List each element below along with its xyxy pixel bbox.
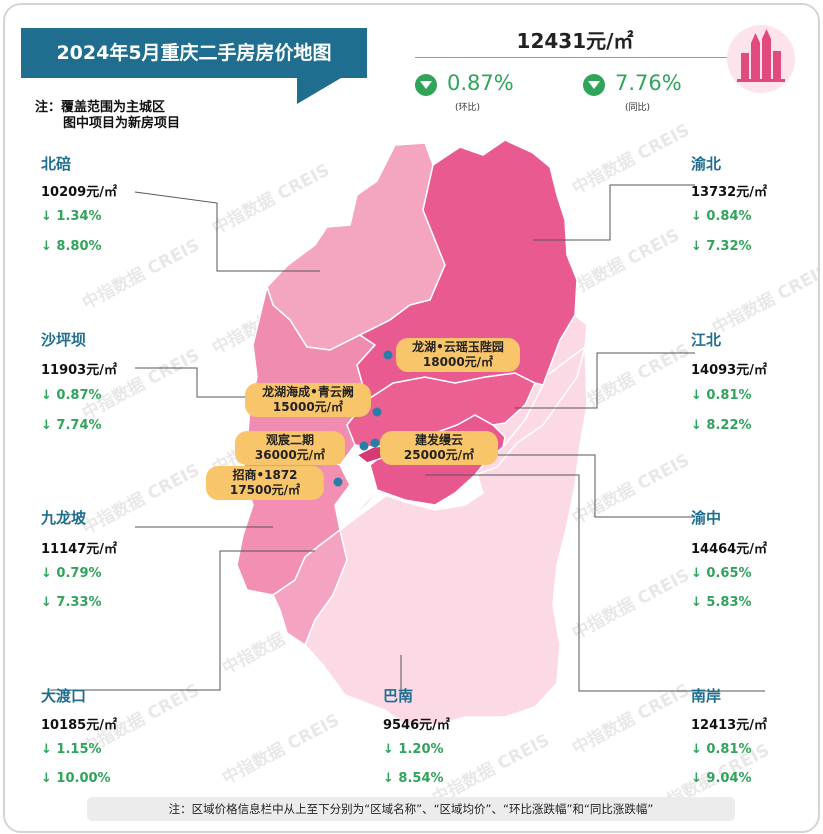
project-label: 龙湖海成•青云阙 15000元/㎡ <box>245 383 371 417</box>
project-name: 观宸二期 <box>265 433 314 447</box>
district-name-shapingba: 沙坪坝 <box>41 331 87 349</box>
district-price-yuzhong: 14464元/㎡ <box>691 542 767 557</box>
district-mom-jiulongpo: ↓ 0.79% <box>41 566 102 581</box>
district-mom-dadukou: ↓ 1.15% <box>41 742 102 757</box>
project-marker <box>333 477 343 487</box>
district-name-beibei: 北碚 <box>41 155 72 173</box>
project-name: 龙湖海成•青云阙 <box>262 385 354 399</box>
district-yoy-yuzhong: ↓ 5.83% <box>691 595 752 610</box>
district-mom-yuzhong: ↓ 0.65% <box>691 566 752 581</box>
district-yoy-banan: ↓ 8.54% <box>383 771 444 786</box>
district-mom-jiangbei: ↓ 0.81% <box>691 388 752 403</box>
leader-line-jiangbei <box>515 352 695 409</box>
footnote: 注：区域价格信息栏中从上至下分别为“区域名称”、“区域均价”、“环比涨跌幅”和“… <box>87 797 735 821</box>
coverage-note: 注：覆盖范围为主城区 <box>35 100 166 115</box>
project-marker <box>359 441 369 451</box>
district-price-banan: 9546元/㎡ <box>383 718 450 733</box>
project-price: 25000元/㎡ <box>403 448 475 462</box>
district-price-dadukou: 10185元/㎡ <box>41 718 117 733</box>
district-mom-beibei: ↓ 1.34% <box>41 209 102 224</box>
leader-line-nanan <box>425 474 765 692</box>
district-yoy-beibei: ↓ 8.80% <box>41 239 102 254</box>
project-note: 图中项目为新房项目 <box>63 116 181 131</box>
district-name-dadukou: 大渡口 <box>41 687 87 705</box>
district-name-yubei: 渝北 <box>691 155 722 173</box>
district-yoy-yubei: ↓ 7.32% <box>691 239 752 254</box>
project-label: 观宸二期 36000元/㎡ <box>235 431 345 465</box>
project-marker <box>383 350 393 360</box>
title-tail <box>297 78 341 104</box>
project-marker <box>370 438 380 448</box>
district-mom-nanan: ↓ 0.81% <box>691 742 752 757</box>
project-label: 招商•1872 17500元/㎡ <box>206 466 324 500</box>
district-name-banan: 巴南 <box>383 687 414 705</box>
district-area-banan <box>304 313 588 726</box>
district-yoy-shapingba: ↓ 7.74% <box>41 418 102 433</box>
project-label: 龙湖•云瑶玉陛园 18000元/㎡ <box>396 338 520 372</box>
district-name-jiulongpo: 九龙坡 <box>41 509 87 527</box>
chongqing-skyline-logo-icon <box>727 25 795 93</box>
district-price-nanan: 12413元/㎡ <box>691 718 767 733</box>
project-label: 建发缦云 25000元/㎡ <box>380 431 498 465</box>
district-price-beibei: 10209元/㎡ <box>41 185 117 200</box>
district-name-jiangbei: 江北 <box>691 331 722 349</box>
district-price-yubei: 13732元/㎡ <box>691 185 767 200</box>
project-name: 建发缦云 <box>414 433 463 447</box>
overall-divider <box>415 57 735 58</box>
project-price: 18000元/㎡ <box>422 355 494 369</box>
district-yoy-dadukou: ↓ 10.00% <box>41 771 111 786</box>
map-title: 2024年5月重庆二手房房价地图 <box>21 28 367 78</box>
project-name: 龙湖•云瑶玉陛园 <box>412 340 504 354</box>
overall-price: 12431元/㎡ <box>516 29 634 53</box>
overall-yoy: 7.76% <box>615 71 682 95</box>
district-yoy-jiulongpo: ↓ 7.33% <box>41 595 102 610</box>
district-mom-yubei: ↓ 0.84% <box>691 209 752 224</box>
district-price-jiulongpo: 11147元/㎡ <box>41 542 117 557</box>
district-name-yuzhong: 渝中 <box>691 509 722 527</box>
project-price: 36000元/㎡ <box>254 448 326 462</box>
district-price-shapingba: 11903元/㎡ <box>41 363 117 378</box>
district-name-nanan: 南岸 <box>691 687 722 705</box>
leader-line-yuzhong <box>413 454 695 518</box>
district-mom-banan: ↓ 1.20% <box>383 742 444 757</box>
project-name: 招商•1872 <box>232 468 298 482</box>
project-price: 15000元/㎡ <box>272 400 344 414</box>
overall-mom: 0.87% <box>447 71 514 95</box>
leader-line-yubei <box>533 184 695 241</box>
leader-line-beibei <box>134 191 320 272</box>
overall-mom-label: (环比) <box>455 103 481 113</box>
district-area-yubei <box>356 139 578 402</box>
down-arrow-icon <box>583 74 605 96</box>
district-yoy-jiangbei: ↓ 8.22% <box>691 418 752 433</box>
district-price-jiangbei: 14093元/㎡ <box>691 363 767 378</box>
district-mom-shapingba: ↓ 0.87% <box>41 388 102 403</box>
leader-line-dadukou <box>50 550 315 691</box>
overall-yoy-label: (同比) <box>625 103 651 113</box>
down-arrow-icon <box>415 74 437 96</box>
map-card: 中指数据 CREIS 中指数据 CREIS 中指数据 CREIS 中指数据 CR… <box>3 3 820 833</box>
district-yoy-nanan: ↓ 9.04% <box>691 771 752 786</box>
project-price: 17500元/㎡ <box>229 483 301 497</box>
project-marker <box>372 407 382 417</box>
leader-line-shapingba <box>135 367 253 398</box>
